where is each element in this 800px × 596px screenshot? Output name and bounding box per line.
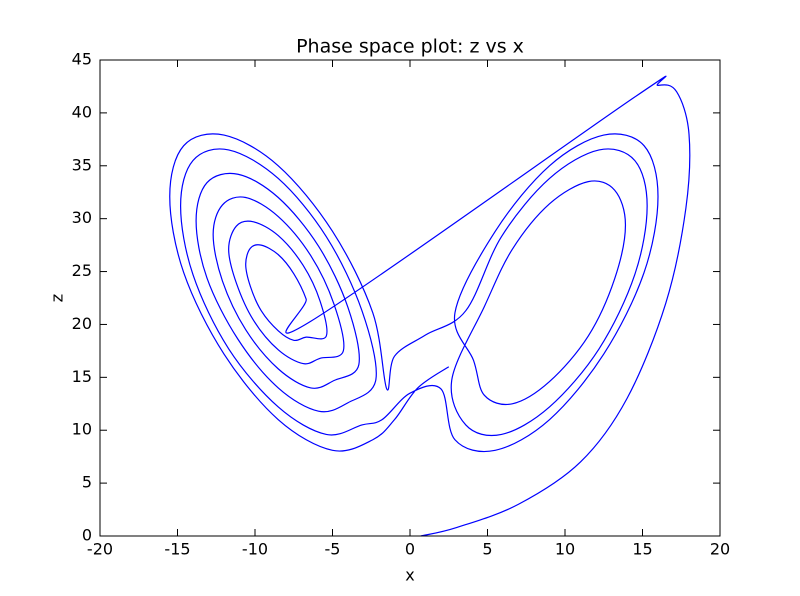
x-tick-label: 5	[482, 540, 492, 559]
y-tick-label: 35	[72, 155, 92, 174]
x-tick-label: 15	[632, 540, 652, 559]
x-tick-label: 10	[555, 540, 575, 559]
y-axis-label: z	[48, 294, 67, 302]
x-tick-label: -20	[87, 540, 113, 559]
chart-title: Phase space plot: z vs x	[296, 36, 524, 58]
y-tick-label: 40	[72, 102, 92, 121]
data-line	[169, 75, 691, 537]
x-axis-label: x	[405, 566, 414, 585]
y-tick-label: 5	[82, 473, 92, 492]
y-tick-label: 20	[72, 314, 92, 333]
y-tick-label: 10	[72, 420, 92, 439]
x-tick-label: 20	[710, 540, 730, 559]
y-tick-label: 30	[72, 208, 92, 227]
x-tick-label: -10	[242, 540, 268, 559]
y-tick-label: 25	[72, 261, 92, 280]
y-tick-label: 15	[72, 367, 92, 386]
y-tick-label: 45	[72, 50, 92, 69]
x-tick-label: -5	[325, 540, 341, 559]
y-tick-label: 0	[82, 526, 92, 545]
x-tick-label: -15	[164, 540, 190, 559]
x-tick-label: 0	[405, 540, 415, 559]
